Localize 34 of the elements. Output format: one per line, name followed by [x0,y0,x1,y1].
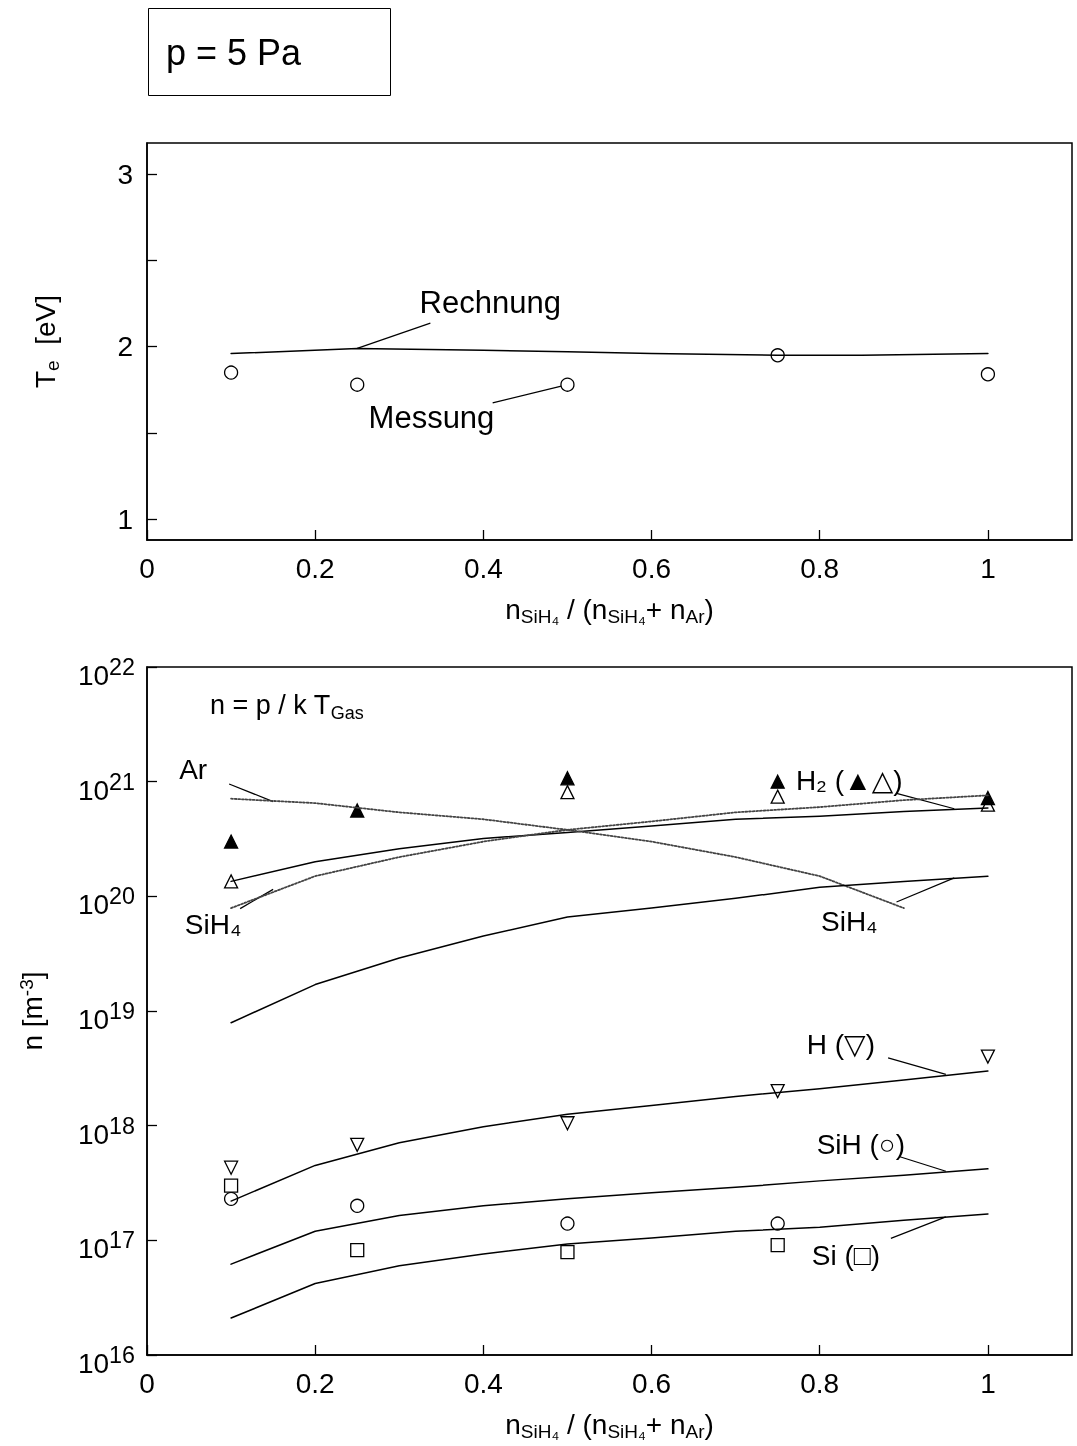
annotation: Rechnung [419,284,561,320]
y-tick-label: 10$^{19}$ [77,997,135,1038]
y-tick-label: 10$^{21}$ [77,767,135,808]
x-tick-label: 0.6 [632,1367,672,1399]
annotation: SiH₄ [184,908,242,940]
x-tick-label: 0.4 [463,1367,503,1399]
x-tick-label: 0.8 [800,1367,840,1399]
annotation: Si (□) [811,1240,880,1272]
annotation: SiH (○) [816,1128,906,1160]
x-tick-label: 0.4 [463,552,503,584]
x-tick-label: 0.6 [632,552,672,584]
y-tick-label: 3 [117,158,133,190]
y-tick-label: 2 [117,331,133,363]
x-tick-label: 1 [980,552,996,584]
annotation: Ar [179,754,208,786]
y-tick-label: 10$^{16}$ [77,1341,135,1382]
x-tick-label: 0.8 [800,552,840,584]
x-tick-label: 0.2 [295,1367,335,1399]
x-tick-label: 1 [980,1367,996,1399]
y-tick-label: 1 [117,503,133,535]
annotation: H₂ (▲△) [795,765,903,797]
y-tick-label: 10$^{17}$ [77,1226,135,1267]
chart-title: p = 5 Pa [166,31,303,73]
y-tick-label: 10$^{20}$ [77,882,135,923]
annotation: Messung [368,400,495,436]
y-tick-label: 10$^{18}$ [77,1111,135,1152]
x-tick-label: 0.2 [295,552,335,584]
x-tick-label: 0 [139,1367,155,1399]
annotation: H (▽) [806,1028,875,1060]
y-tick-label: 10$^{22}$ [77,653,135,694]
y-axis-title: Te [eV] [29,294,63,389]
x-tick-label: 0 [139,552,155,584]
y-axis-title: n [m-3] [16,971,48,1051]
annotation: SiH₄ [821,906,878,938]
